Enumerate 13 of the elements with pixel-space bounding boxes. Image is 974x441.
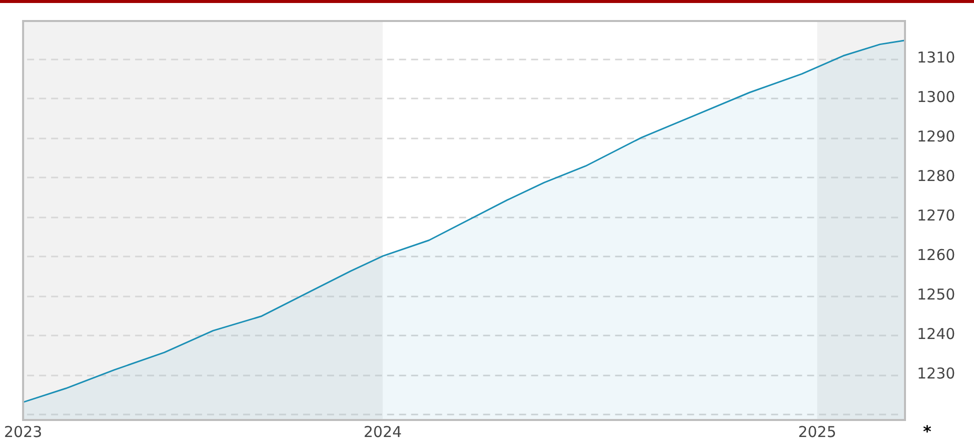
- text: *: [923, 422, 932, 441]
- y-tick-label: 1270: [917, 206, 956, 224]
- y-tick-label: 1310: [917, 48, 956, 66]
- y-tick-label: 1290: [917, 127, 956, 146]
- y-tick-label: 1300: [917, 88, 956, 106]
- y-tick-label: 1230: [917, 364, 956, 382]
- y-tick-label: 1240: [917, 324, 956, 343]
- x-tick-label: 2025: [798, 422, 836, 441]
- y-tick-label: 1250: [917, 285, 956, 304]
- y-tick-label: 1280: [917, 166, 956, 185]
- y-tick-label: 1260: [917, 246, 956, 264]
- x-tick-label: 2024: [364, 422, 402, 441]
- x-tick-label: 2023: [4, 422, 42, 441]
